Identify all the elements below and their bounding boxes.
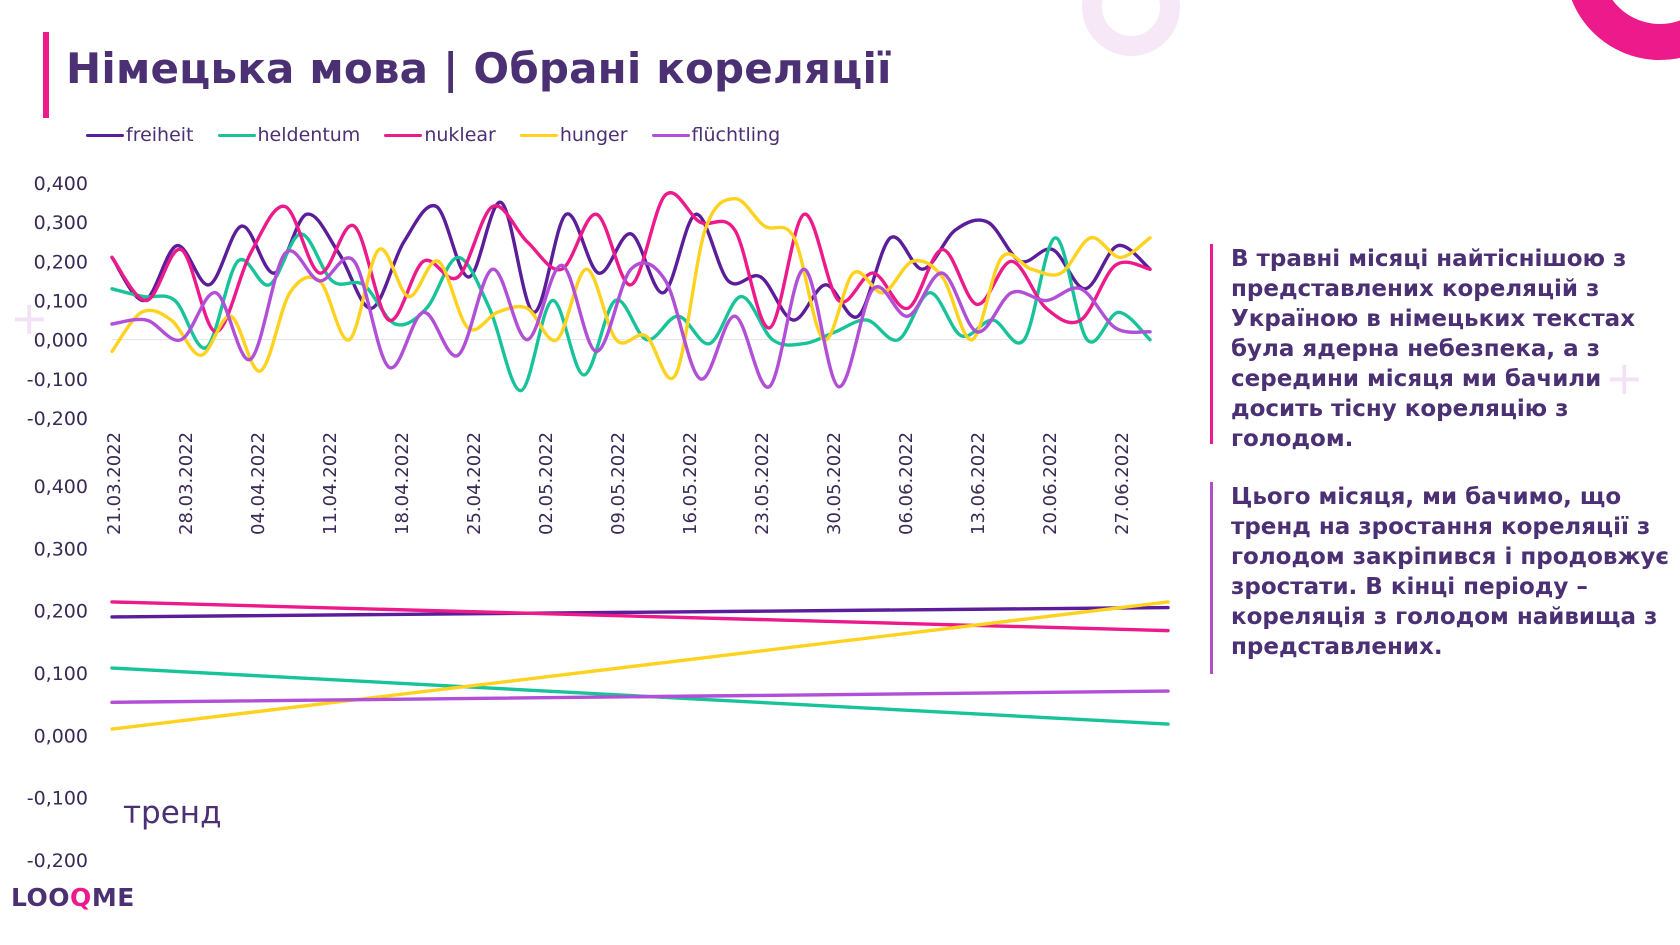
y-tick-label: -0,100 [27, 788, 88, 810]
y-tick-label: 0,000 [34, 330, 88, 352]
trend-line-nuklear [110, 600, 1170, 633]
y-tick-label: 0,100 [34, 663, 88, 685]
x-tick-label: 13.06.2022 [968, 432, 989, 535]
y-tick-label: 0,300 [34, 212, 88, 234]
logo-text-accent: Q [70, 883, 92, 912]
x-tick-label: 06.06.2022 [896, 432, 917, 535]
legend-item-fluechtling: flüchtling [651, 124, 781, 146]
y-tick-label: 0,400 [34, 476, 88, 498]
y-tick-label: 0,200 [34, 251, 88, 273]
legend-item-hunger: hunger [519, 124, 628, 146]
y-tick-label: 0,200 [34, 601, 88, 623]
series-line-fluechtling [110, 249, 1152, 389]
x-tick-label: 30.05.2022 [824, 432, 845, 535]
legend-item-nuklear: nuklear [384, 124, 496, 146]
x-tick-label: 23.05.2022 [752, 432, 773, 535]
x-tick-label: 21.03.2022 [104, 432, 125, 535]
y-tick-label: 0,400 [34, 173, 88, 195]
series-line-hunger [110, 197, 1152, 380]
chart-legend: freiheit heldentum nuklear hunger flücht… [86, 124, 804, 146]
y-tick-label: -0,200 [27, 408, 88, 430]
legend-swatch [519, 133, 558, 137]
insight-text-block-1: В травні місяці найтіснішою з представле… [1210, 244, 1671, 452]
x-tick-label: 16.05.2022 [680, 432, 701, 535]
legend-label: hunger [559, 124, 628, 146]
title-accent-bar [43, 32, 49, 118]
x-tick-label: 18.04.2022 [392, 432, 413, 535]
y-tick-label: 0,300 [34, 538, 88, 560]
insight-text: Цього місяця, ми бачимо, що тренд на зро… [1231, 484, 1669, 660]
page-title: Німецька мова | Обрані кореляції [66, 44, 892, 93]
logo-text: LOO [11, 883, 71, 912]
x-tick-label: 28.03.2022 [176, 432, 197, 535]
trend-line-fluechtling [110, 689, 1170, 704]
x-tick-label: 02.05.2022 [536, 432, 557, 535]
x-tick-label: 09.05.2022 [608, 432, 629, 535]
x-tick-label: 04.04.2022 [248, 432, 269, 535]
trend-line-freiheit [110, 605, 1170, 619]
legend-swatch [217, 133, 256, 137]
decorative-plus-icon: + [10, 291, 49, 345]
y-tick-label: -0,200 [27, 850, 88, 872]
x-tick-label: 25.04.2022 [464, 432, 485, 535]
logo: LOOQME [11, 883, 135, 912]
decorative-plus-icon: + [1605, 351, 1644, 405]
x-tick-label: 27.06.2022 [1112, 432, 1133, 535]
y-tick-label: 0,000 [34, 725, 88, 747]
legend-label: nuklear [424, 124, 496, 146]
legend-item-heldentum: heldentum [217, 124, 361, 146]
legend-label: heldentum [257, 124, 361, 146]
legend-label: freiheit [126, 124, 194, 146]
legend-swatch [651, 133, 690, 137]
insight-text: В травні місяці найтіснішою з представле… [1231, 246, 1636, 452]
x-tick-label: 20.06.2022 [1040, 432, 1061, 535]
logo-text: ME [91, 883, 135, 912]
legend-label: flüchtling [691, 124, 781, 146]
y-tick-label: -0,100 [27, 369, 88, 391]
insight-text-block-2: Цього місяця, ми бачимо, що тренд на зро… [1210, 482, 1671, 674]
trend-line-hunger [110, 600, 1170, 731]
legend-item-freiheit: freiheit [86, 124, 194, 146]
y-tick-label: 0,100 [34, 291, 88, 313]
x-tick-label: 11.04.2022 [320, 432, 341, 535]
legend-swatch [86, 133, 124, 137]
series-line-nuklear [110, 191, 1152, 334]
trend-chart-label: тренд [123, 795, 222, 831]
legend-swatch [384, 133, 423, 137]
